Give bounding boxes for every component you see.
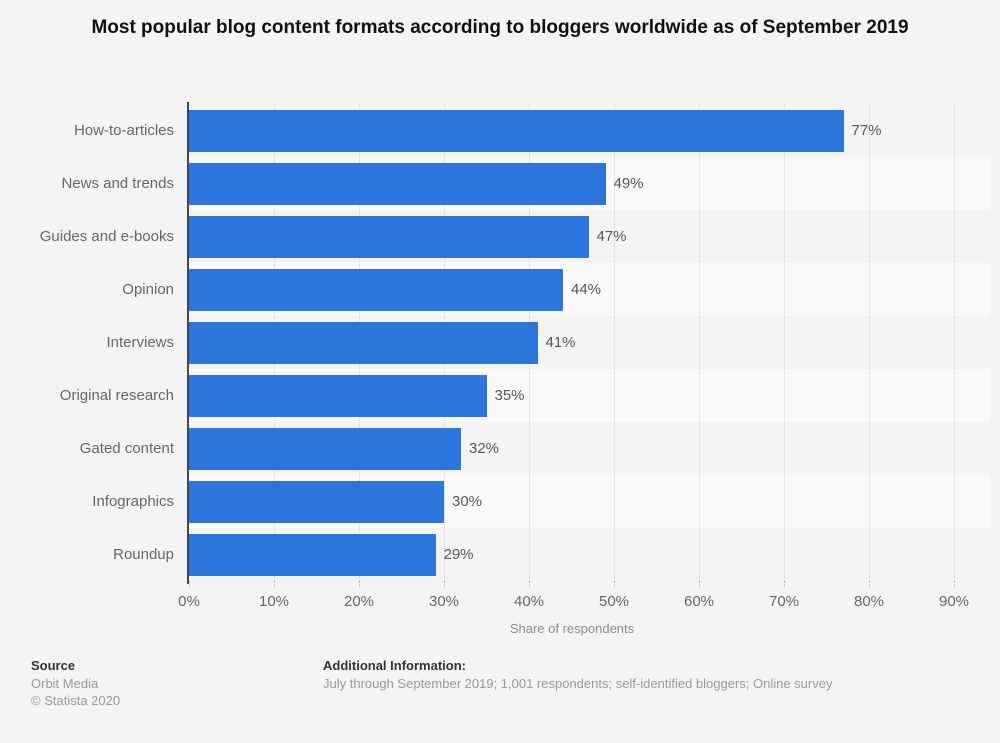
gridline — [869, 104, 870, 581]
bar-track: 35% — [189, 369, 990, 422]
bar — [189, 427, 461, 470]
x-axis-tick-label: 30% — [428, 593, 460, 610]
bar-row: Gated content 32% — [0, 422, 990, 475]
gridline — [784, 104, 785, 581]
category-label: Guides and e-books — [39, 228, 174, 245]
bar-track: 49% — [189, 157, 990, 210]
x-axis-tick-label: 90% — [938, 593, 970, 610]
x-axis-tick-label: 40% — [513, 593, 545, 610]
bar-rows: How-to-articles 77% News and trends 49% Guid… — [0, 104, 990, 581]
category-label: Original research — [59, 387, 174, 404]
x-axis-tick-mark — [189, 581, 190, 587]
source-lines: Orbit Media © Statista 2020 — [31, 675, 120, 710]
source-label: Source — [31, 658, 76, 673]
bar-row: Roundup 29% — [0, 528, 990, 581]
x-axis-tick-mark — [954, 581, 955, 587]
value-label: 77% — [851, 122, 882, 139]
category-label: Interviews — [106, 334, 174, 351]
x-axis-tick-mark — [444, 581, 445, 587]
value-label: 41% — [545, 334, 576, 351]
gridline — [699, 104, 700, 581]
value-label: 44% — [571, 281, 602, 298]
x-axis-tick-label: 80% — [853, 593, 885, 610]
bar — [189, 109, 844, 152]
category-label: News and trends — [61, 175, 174, 192]
x-axis-title: Share of respondents — [509, 621, 635, 636]
bar-row: Guides and e-books 47% — [0, 210, 990, 263]
bar-row: Infographics 30% — [0, 475, 990, 528]
category-label: How-to-articles — [73, 122, 174, 139]
source-line: © Statista 2020 — [31, 693, 121, 708]
additional-info-block: Additional Information: July through Sep… — [323, 657, 832, 692]
bar-track: 30% — [189, 475, 990, 528]
gridline — [954, 104, 955, 581]
x-axis-tick-label: 70% — [768, 593, 800, 610]
bar — [189, 321, 538, 364]
bar-track: 44% — [189, 263, 990, 316]
x-axis-tick-mark — [699, 581, 700, 587]
bar-row: News and trends 49% — [0, 157, 990, 210]
bar — [189, 533, 436, 576]
x-axis-tick-label: 60% — [683, 593, 715, 610]
category-label: Infographics — [92, 493, 174, 510]
value-label: 35% — [494, 387, 525, 404]
chart-title: Most popular blog content formats accord… — [91, 17, 909, 38]
source-line: Orbit Media — [31, 675, 99, 691]
category-label: Opinion — [122, 281, 174, 298]
bar — [189, 215, 589, 258]
x-axis-tick-mark — [529, 581, 530, 587]
bar-chart: How-to-articles 77% News and trends 49% Guid… — [0, 102, 1000, 644]
x-axis-tick-mark — [274, 581, 275, 587]
category-label: Gated content — [79, 440, 174, 457]
bar — [189, 268, 563, 311]
value-label: 47% — [596, 228, 627, 245]
bar-track: 41% — [189, 316, 990, 369]
bar-row: Original research 35% — [0, 369, 990, 422]
bar — [189, 480, 444, 523]
category-label: Roundup — [113, 546, 174, 563]
bar-track: 47% — [189, 210, 990, 263]
source-block: Source Orbit Media © Statista 2020 — [31, 657, 120, 710]
value-label: 30% — [452, 493, 483, 510]
bar — [189, 162, 606, 205]
x-axis-tick-mark — [614, 581, 615, 587]
value-label: 32% — [469, 440, 500, 457]
bar-track: 29% — [189, 528, 990, 581]
bar-row: How-to-articles 77% — [0, 104, 990, 157]
x-axis-tick-label: 50% — [598, 593, 630, 610]
x-axis-tick-mark — [869, 581, 870, 587]
x-axis-tick-label: 20% — [343, 593, 375, 610]
additional-info-text: July through September 2019; 1,001 respo… — [323, 675, 833, 691]
value-label: 29% — [443, 546, 474, 563]
value-label: 49% — [613, 175, 644, 192]
bar-row: Interviews 41% — [0, 316, 990, 369]
additional-info-label: Additional Information: — [323, 658, 466, 673]
x-axis-tick-label: 10% — [258, 593, 290, 610]
x-axis-tick-label: 0% — [178, 593, 200, 610]
bar-track: 32% — [189, 422, 990, 475]
y-axis-line — [187, 102, 189, 584]
gridline — [614, 104, 615, 581]
x-axis-tick-mark — [359, 581, 360, 587]
bar — [189, 374, 487, 417]
bar-track: 77% — [189, 104, 990, 157]
bar-row: Opinion 44% — [0, 263, 990, 316]
x-axis-tick-mark — [784, 581, 785, 587]
